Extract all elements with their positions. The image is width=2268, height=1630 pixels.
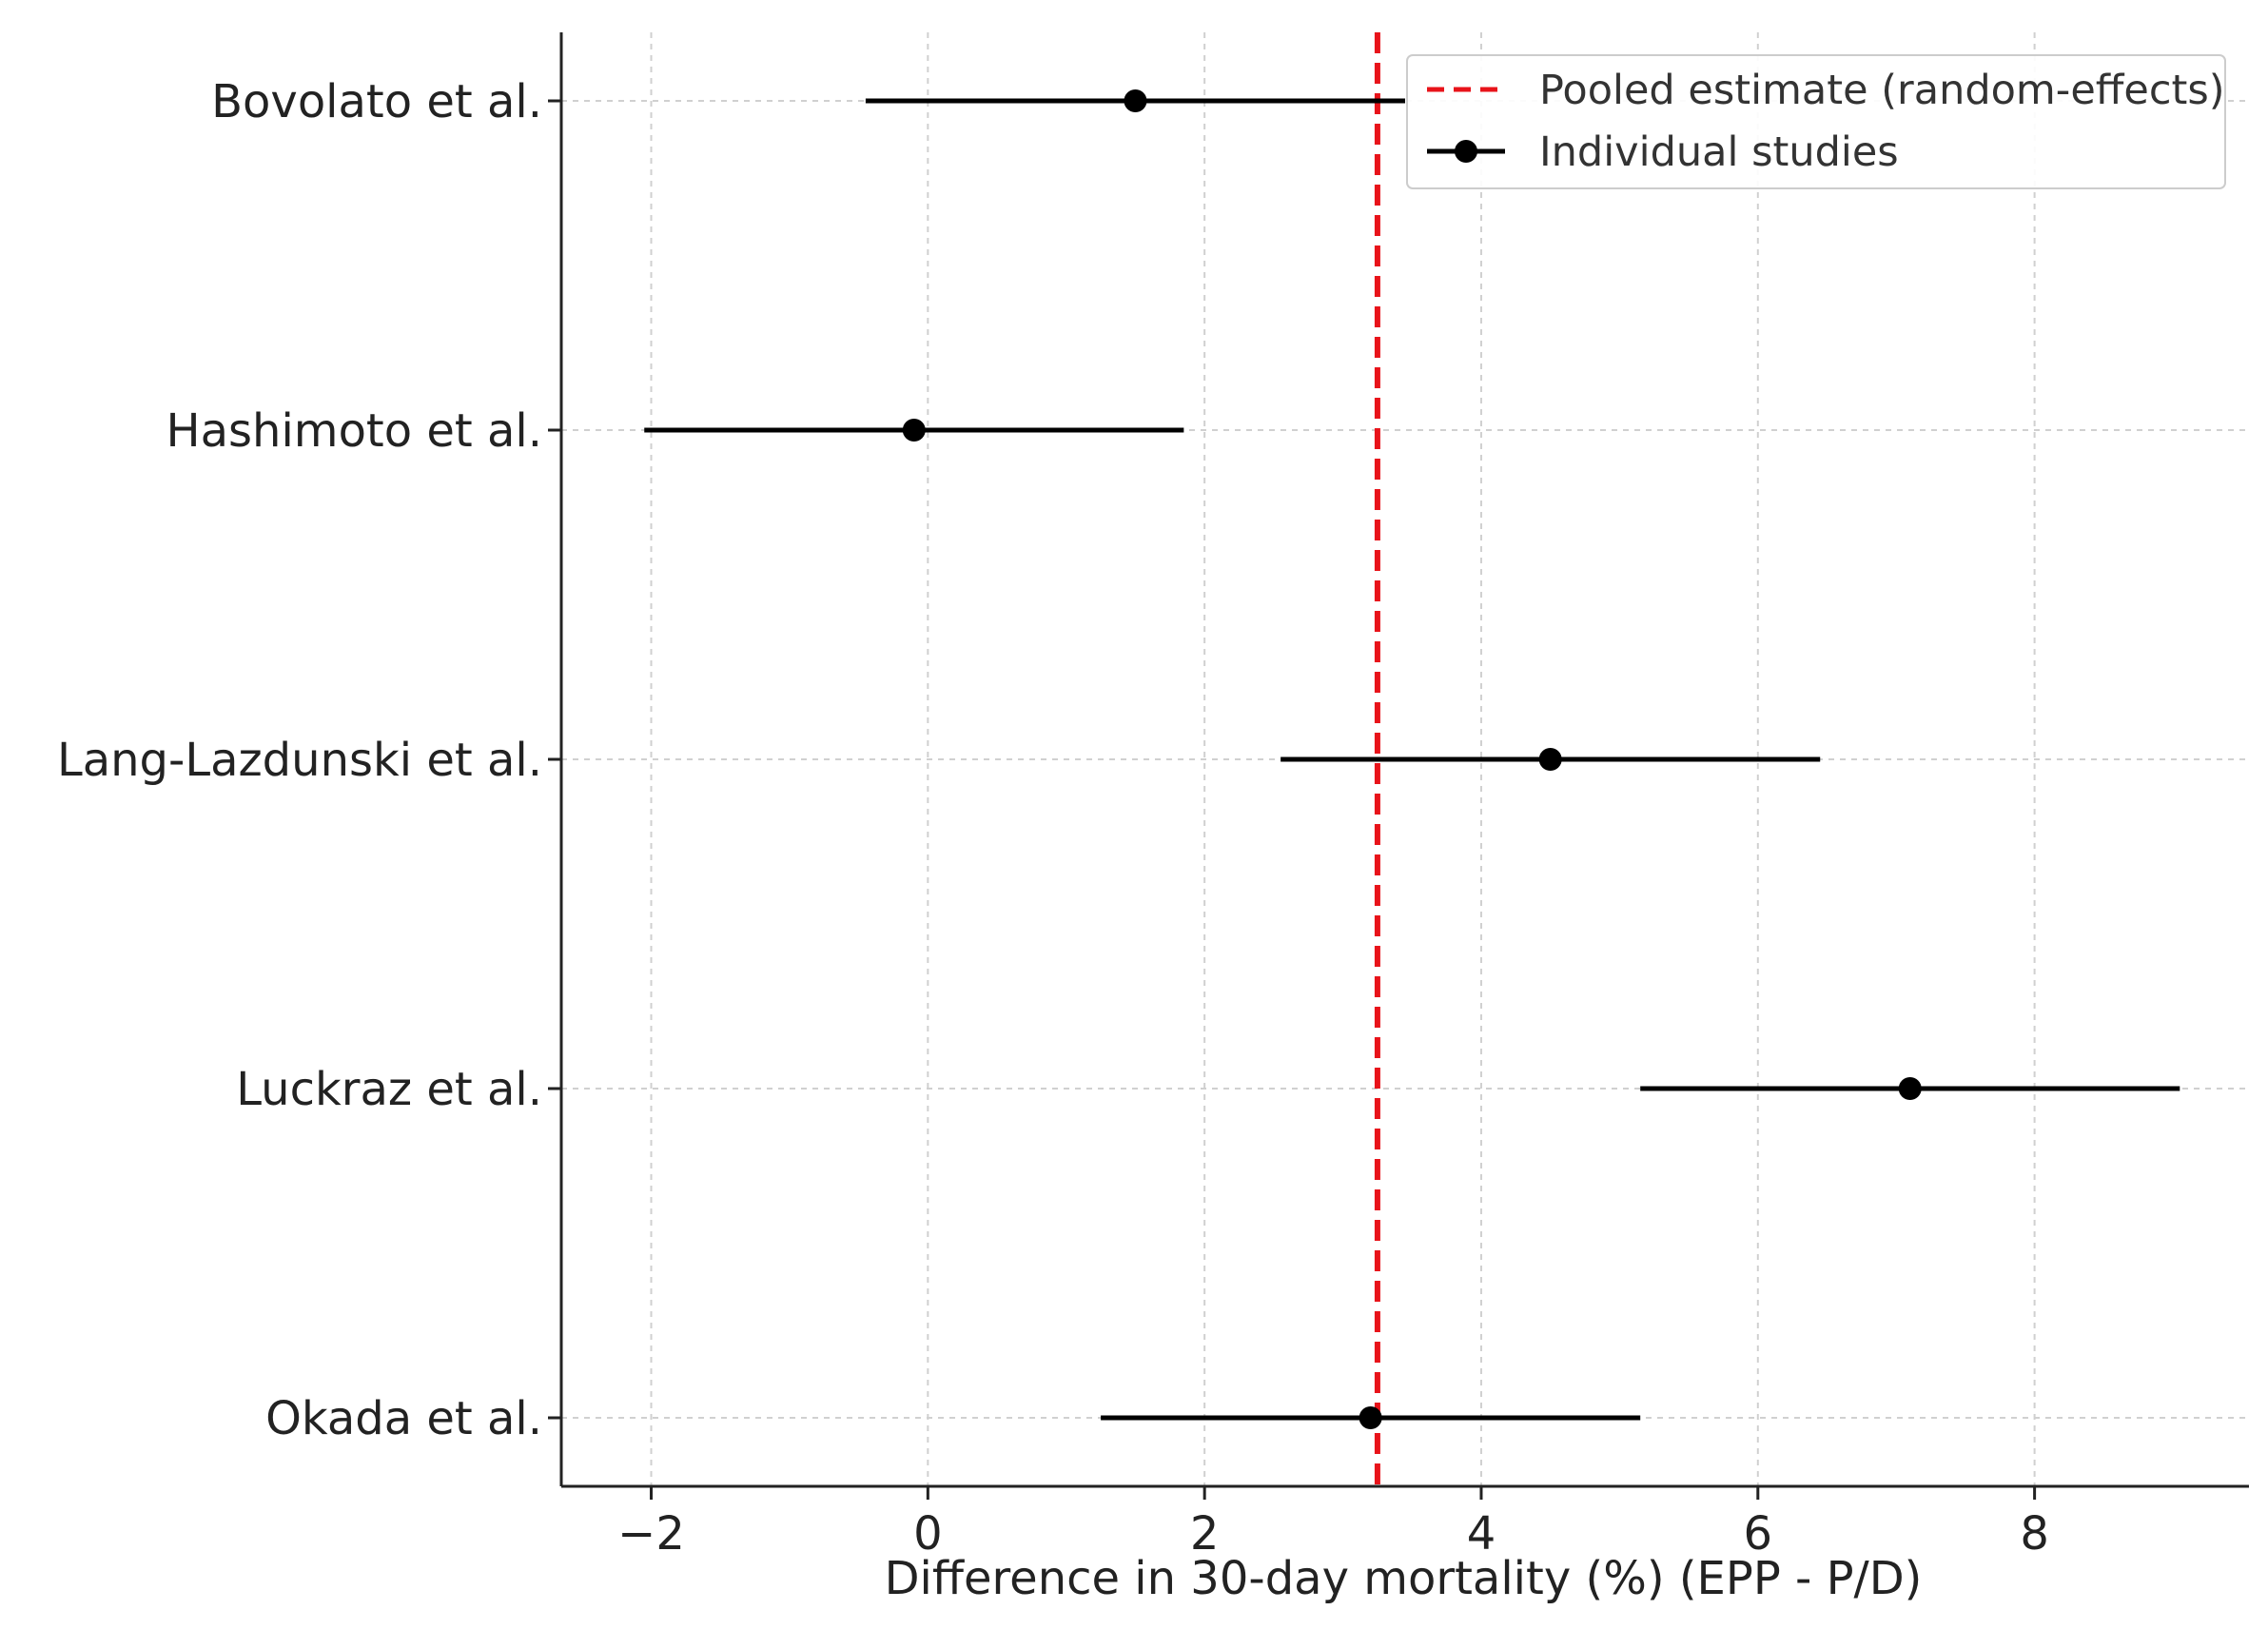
study-estimate-point xyxy=(1124,89,1147,112)
study-estimate-point xyxy=(1538,748,1562,771)
study-layer xyxy=(644,89,2180,1429)
y-tick-label: Hashimoto et al. xyxy=(166,404,542,458)
x-tick-label: 8 xyxy=(2020,1507,2049,1561)
y-tick-label: Lang-Lazdunski et al. xyxy=(57,734,542,787)
tick-layer: −2 0 2 4 6 8 Bovolato et al. Hashimoto et al. La… xyxy=(57,75,2049,1561)
x-tick-label: 4 xyxy=(1467,1507,1496,1561)
legend-pooled-label: Pooled estimate (random-effects) xyxy=(1539,67,2225,114)
x-tick-label: −2 xyxy=(617,1507,685,1561)
study-estimate-point xyxy=(1359,1406,1382,1429)
legend-box xyxy=(1406,54,2226,189)
legend-studies-label: Individual studies xyxy=(1539,128,1899,176)
study-estimate-point xyxy=(902,419,926,442)
x-axis-label: Difference in 30-day mortality (%) (EPP … xyxy=(885,1552,1923,1605)
y-tick-label: Luckraz et al. xyxy=(236,1063,542,1116)
study-estimate-point xyxy=(1898,1077,1922,1100)
x-tick-label: 0 xyxy=(913,1507,943,1561)
y-tick-label: Okada et al. xyxy=(265,1392,542,1445)
x-tick-label: 6 xyxy=(1744,1507,1773,1561)
legend: Pooled estimate (random-effects) Individ… xyxy=(1406,54,2226,189)
y-tick-label: Bovolato et al. xyxy=(211,75,542,128)
x-tick-label: 2 xyxy=(1190,1507,1220,1561)
legend-studies-marker xyxy=(1455,140,1477,163)
